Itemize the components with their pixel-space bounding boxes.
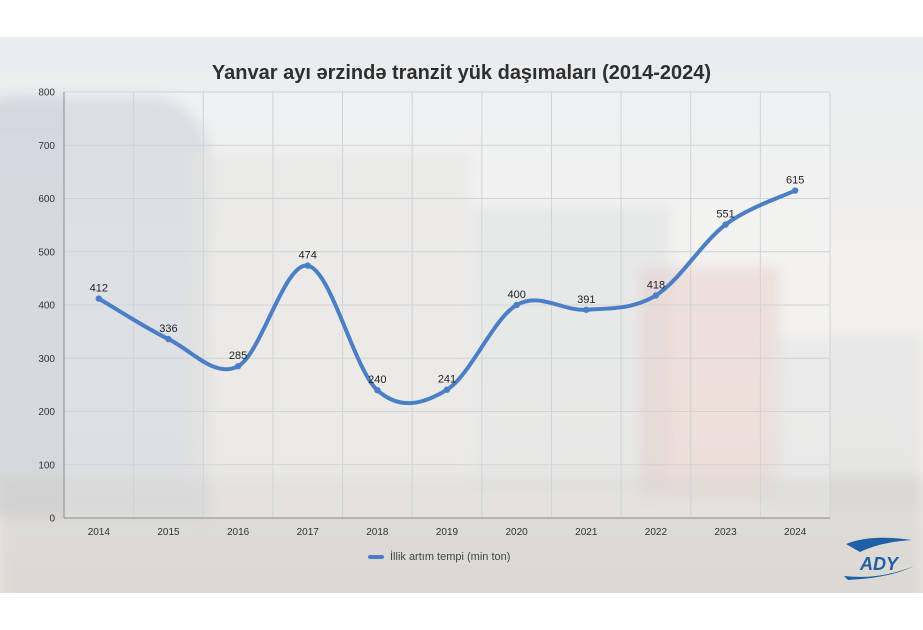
data-point xyxy=(513,301,520,309)
blurred-ground xyxy=(0,477,923,593)
x-tick-label: 2021 xyxy=(575,527,598,538)
chart-title: Yanvar ayı ərzində tranzit yük daşımalar… xyxy=(211,62,712,84)
data-point xyxy=(443,386,451,393)
data-point xyxy=(652,292,660,299)
data-point xyxy=(374,387,381,394)
data-label: 285 xyxy=(229,350,247,362)
data-label: 418 xyxy=(647,279,665,291)
data-point xyxy=(583,306,590,313)
x-tick-label: 2020 xyxy=(506,527,529,538)
blurred-freight-car xyxy=(470,207,670,487)
y-tick-label: 200 xyxy=(38,407,55,418)
x-tick-label: 2024 xyxy=(784,527,807,538)
data-label: 474 xyxy=(299,250,317,262)
data-point xyxy=(95,295,103,302)
series-line xyxy=(96,188,798,406)
background-photo xyxy=(0,37,923,593)
data-label: 551 xyxy=(716,209,734,221)
x-tick-label: 2018 xyxy=(366,527,389,538)
x-tick-label: 2022 xyxy=(645,527,668,538)
data-label: 400 xyxy=(507,289,525,301)
data-point xyxy=(234,363,242,370)
y-tick-label: 800 xyxy=(38,88,55,99)
data-point xyxy=(791,187,799,194)
x-tick-label: 2017 xyxy=(297,527,320,538)
y-tick-label: 300 xyxy=(38,354,55,365)
data-point xyxy=(722,221,729,228)
x-tick-label: 2023 xyxy=(714,527,737,538)
x-tick-label: 2015 xyxy=(157,527,180,538)
data-label: 615 xyxy=(786,175,804,187)
x-tick-label: 2016 xyxy=(227,527,250,538)
ady-logo: ADY xyxy=(840,536,918,582)
legend-label: İllik artım tempi (min ton) xyxy=(390,551,511,563)
y-tick-label: 100 xyxy=(38,460,55,471)
data-label: 391 xyxy=(577,294,595,306)
x-tick-label: 2014 xyxy=(88,527,111,538)
legend-swatch xyxy=(368,555,384,559)
data-label: 241 xyxy=(438,374,456,386)
data-label: 412 xyxy=(90,283,108,295)
data-label: 240 xyxy=(368,374,386,386)
blurred-freight-car xyxy=(190,152,470,482)
data-point xyxy=(304,262,311,269)
blurred-locomotive xyxy=(0,97,210,517)
data-label: 336 xyxy=(159,323,177,335)
y-tick-label: 600 xyxy=(38,194,55,205)
logo-text: ADY xyxy=(859,554,900,574)
y-tick-label: 400 xyxy=(38,301,55,312)
data-point xyxy=(165,335,172,343)
y-tick-label: 0 xyxy=(49,514,55,525)
y-tick-label: 700 xyxy=(38,141,55,152)
legend: İllik artım tempi (min ton) xyxy=(368,549,510,565)
y-tick-label: 500 xyxy=(38,247,55,258)
x-tick-label: 2019 xyxy=(436,527,459,538)
